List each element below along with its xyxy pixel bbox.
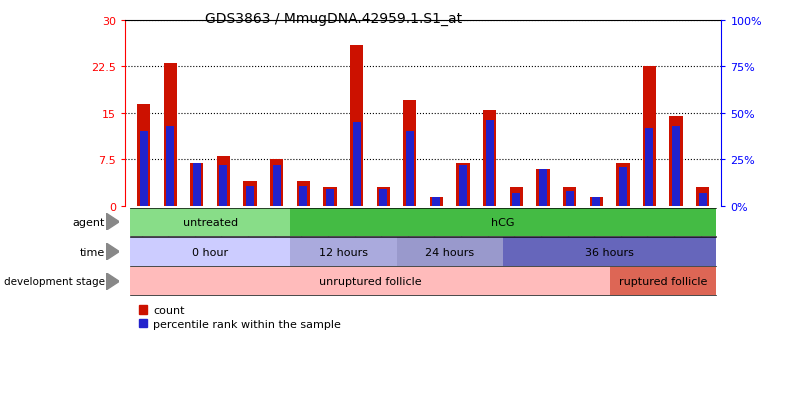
Text: ruptured follicle: ruptured follicle [618, 277, 707, 287]
Bar [509, 188, 523, 206]
Bar [352, 123, 360, 206]
Bar [513, 193, 521, 206]
Text: unruptured follicle: unruptured follicle [318, 277, 422, 287]
Bar [459, 166, 467, 206]
Bar [566, 192, 574, 206]
Text: 36 hours: 36 hours [585, 247, 634, 257]
Bar [643, 67, 656, 206]
Polygon shape [106, 214, 119, 230]
Bar [246, 186, 254, 206]
Bar [433, 197, 440, 206]
Bar [456, 163, 470, 206]
Bar [193, 164, 201, 206]
Bar [406, 132, 413, 206]
Bar [617, 163, 629, 206]
Bar [217, 157, 230, 206]
Bar [672, 126, 680, 206]
Bar [696, 188, 709, 206]
Bar [430, 197, 443, 206]
Bar [619, 168, 627, 206]
Bar [190, 163, 203, 206]
Bar [536, 169, 550, 206]
Bar [326, 190, 334, 206]
Text: time: time [80, 247, 105, 257]
Bar [166, 126, 174, 206]
Bar [299, 186, 307, 206]
Bar [670, 116, 683, 206]
Text: 0 hour: 0 hour [192, 247, 228, 257]
Bar [563, 188, 576, 206]
Bar [350, 45, 364, 206]
Text: 24 hours: 24 hours [426, 247, 475, 257]
Bar [323, 188, 337, 206]
Bar [137, 104, 150, 206]
Bar [592, 197, 600, 206]
Bar [376, 188, 390, 206]
Bar [139, 132, 147, 206]
Text: hCG: hCG [492, 217, 515, 227]
Bar [403, 101, 417, 206]
Bar [164, 64, 177, 206]
Bar [270, 160, 284, 206]
Text: GDS3863 / MmugDNA.42959.1.S1_at: GDS3863 / MmugDNA.42959.1.S1_at [205, 12, 463, 26]
Bar [243, 182, 257, 206]
Legend: count, percentile rank within the sample: count, percentile rank within the sample [139, 305, 341, 329]
Bar [539, 169, 547, 206]
Bar [699, 193, 707, 206]
Text: untreated: untreated [183, 217, 238, 227]
Bar [646, 128, 654, 206]
Bar [483, 111, 496, 206]
Polygon shape [106, 273, 119, 290]
Bar [379, 190, 387, 206]
Text: development stage: development stage [4, 277, 105, 287]
Bar [589, 197, 603, 206]
Bar [272, 166, 280, 206]
Polygon shape [106, 244, 119, 260]
Bar [297, 182, 310, 206]
Bar [486, 121, 494, 206]
Bar [219, 166, 227, 206]
Text: agent: agent [73, 217, 105, 227]
Text: 12 hours: 12 hours [318, 247, 368, 257]
